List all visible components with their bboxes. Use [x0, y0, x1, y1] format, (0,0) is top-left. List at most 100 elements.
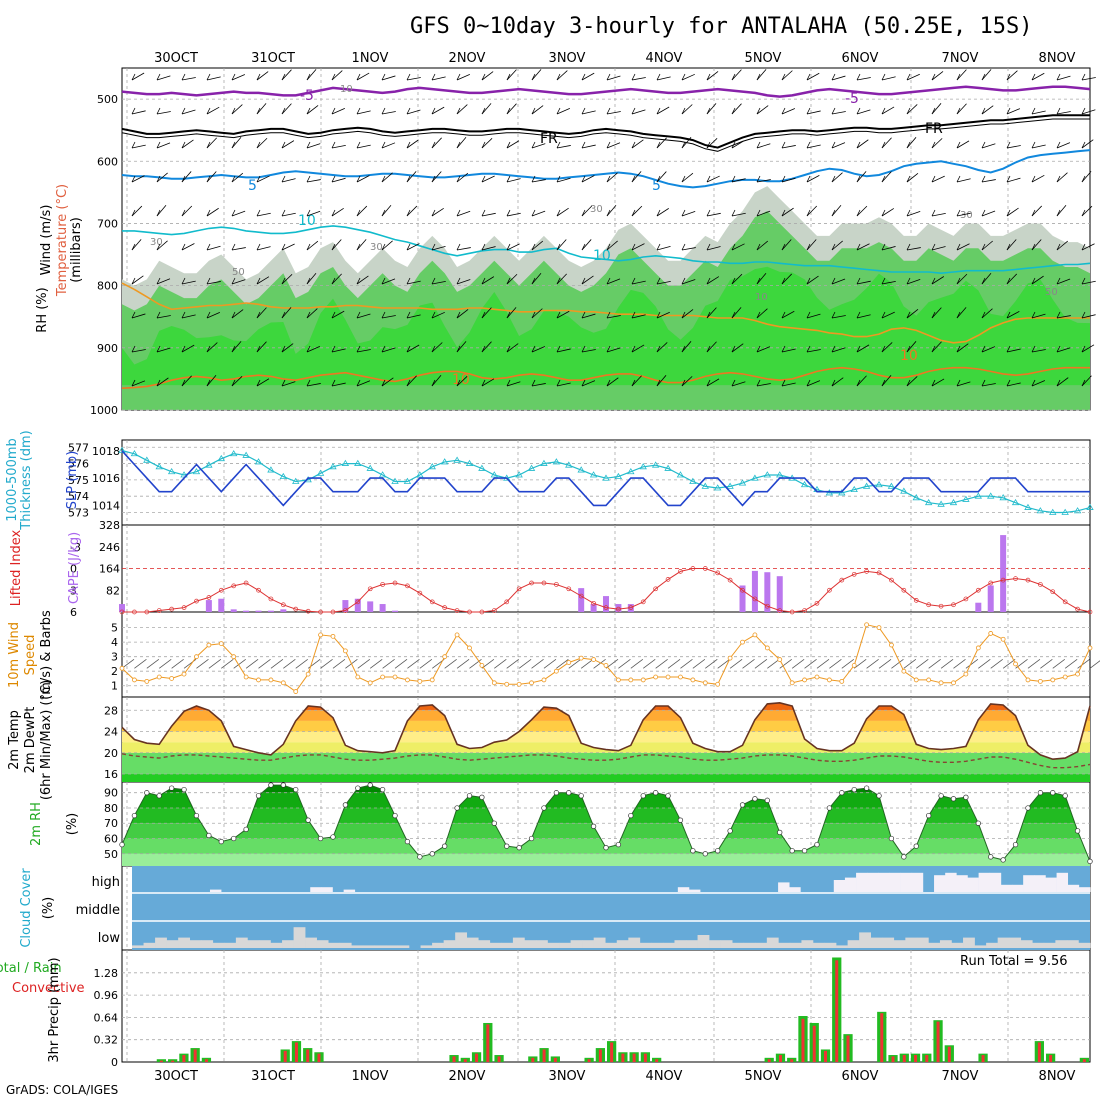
wind-barb: [656, 76, 671, 81]
wind-barb-flag: [581, 277, 586, 285]
wind-barb: [456, 247, 471, 251]
panel-label-cape: Lifted Index: [9, 529, 24, 606]
wind-barb-flag: [381, 311, 386, 319]
wind-barb-flag: [906, 209, 911, 217]
wind-barb: [306, 179, 321, 183]
wind-barb-flag: [981, 243, 986, 251]
wind-barb: [531, 69, 542, 81]
wind-barb-flag: [181, 345, 186, 353]
cape-bar: [205, 600, 212, 612]
wind-barb-flag: [831, 311, 836, 319]
wind-barb: [581, 205, 593, 217]
wind-barb-flag: [1056, 243, 1061, 251]
wind-barb-flag: [1056, 345, 1061, 353]
surface-wind-barb: [965, 658, 979, 669]
wind-barb: [981, 383, 996, 387]
wind-barb: [381, 75, 396, 81]
wind-barb: [706, 138, 718, 149]
wind-barb-flag: [881, 209, 886, 217]
isotherm-label: 10: [593, 248, 611, 264]
date-label-top: 2NOV: [449, 51, 486, 66]
wind-barb-flag: [1006, 175, 1011, 183]
isotherm-label: 5: [248, 178, 257, 194]
wind-barb: [331, 145, 346, 149]
wind-barb-flag: [181, 243, 186, 251]
li-point: [268, 596, 274, 602]
wind-speed-point: [342, 648, 348, 654]
panel-side-labels: Wind (m/s) Temperature (°C) RH (%) (milliba…: [0, 184, 85, 1063]
li-point: [479, 609, 485, 615]
thickness-point: [949, 498, 958, 506]
pressure-tick-label: 800: [97, 280, 118, 293]
wind-barb: [581, 239, 592, 251]
wind-barb-flag: [406, 73, 411, 81]
wind-barb: [981, 105, 994, 115]
wind-barb-flag: [1031, 243, 1036, 251]
li-point: [504, 599, 510, 605]
thickness-point: [776, 471, 784, 478]
li-point: [566, 586, 572, 592]
panel-label-thick: Thickness (dm): [19, 430, 34, 530]
panel-label-upper: RH (%): [35, 287, 50, 332]
wind-barb: [706, 212, 721, 217]
surface-wind-barb: [680, 658, 693, 669]
wind-speed-point: [678, 674, 683, 680]
wind-speed-point: [1037, 678, 1043, 684]
thickness-tick-label: 574: [68, 490, 89, 503]
wind-barb: [1031, 239, 1042, 251]
wind-barb: [131, 110, 146, 115]
wind-speed-point: [578, 655, 584, 661]
cape-bar: [267, 610, 274, 612]
wind-barb-flag: [681, 311, 686, 319]
thickness-point: [155, 463, 163, 470]
cloud-bar-low: [212, 942, 225, 948]
wind-barb: [331, 207, 344, 217]
wind-barb: [556, 207, 569, 217]
li-point: [405, 583, 410, 589]
wind-barb-flag: [306, 345, 311, 353]
wind-barb: [181, 314, 196, 319]
wind-barb: [706, 307, 717, 319]
cloud-bar-low: [455, 932, 468, 948]
li-point: [690, 566, 696, 571]
wind-barb-flag: [881, 141, 886, 149]
li-point: [1013, 576, 1018, 582]
wind-barb-flag: [681, 175, 686, 183]
wind-barb-flag: [131, 311, 136, 319]
wind-barb-flag: [556, 141, 561, 149]
wind-barb: [906, 137, 917, 149]
wind-barb: [706, 378, 720, 387]
cape-bar: [354, 598, 361, 612]
wind-barb: [306, 69, 317, 81]
wind-speed-point: [144, 678, 150, 684]
wind-barb-flag: [156, 175, 161, 183]
rh-point: [566, 790, 572, 796]
wind-barb: [981, 273, 992, 285]
wind-barb-flag: [756, 107, 761, 115]
wind-barb: [656, 311, 670, 319]
wind-barb: [1056, 111, 1071, 115]
rh-point: [293, 786, 299, 793]
surface-wind-barb: [295, 658, 308, 669]
rh-tick-label: 70: [104, 817, 118, 830]
surface-wind-barb: [953, 658, 966, 669]
thickness-point: [391, 477, 399, 484]
wind-barb-flag: [181, 141, 186, 149]
wind-barb-flag: [806, 243, 811, 251]
wind-barb: [931, 103, 942, 115]
wind-barb-flag: [931, 107, 936, 115]
surface-wind-barb: [196, 658, 209, 669]
surface-wind-barb: [605, 658, 619, 669]
wind-barb-flag: [481, 277, 486, 285]
rh-point: [429, 851, 435, 857]
wind-barb-flag: [1056, 311, 1061, 319]
li-tick-label: 0: [70, 563, 77, 576]
wind-barb-flag: [231, 175, 236, 183]
wind-barb: [131, 349, 146, 353]
wind-barb-flag: [781, 311, 786, 319]
thickness-point: [924, 498, 933, 506]
rh-point: [541, 805, 547, 811]
wind-barb: [606, 315, 621, 319]
wind-barb: [456, 137, 467, 149]
li-point: [169, 606, 174, 612]
